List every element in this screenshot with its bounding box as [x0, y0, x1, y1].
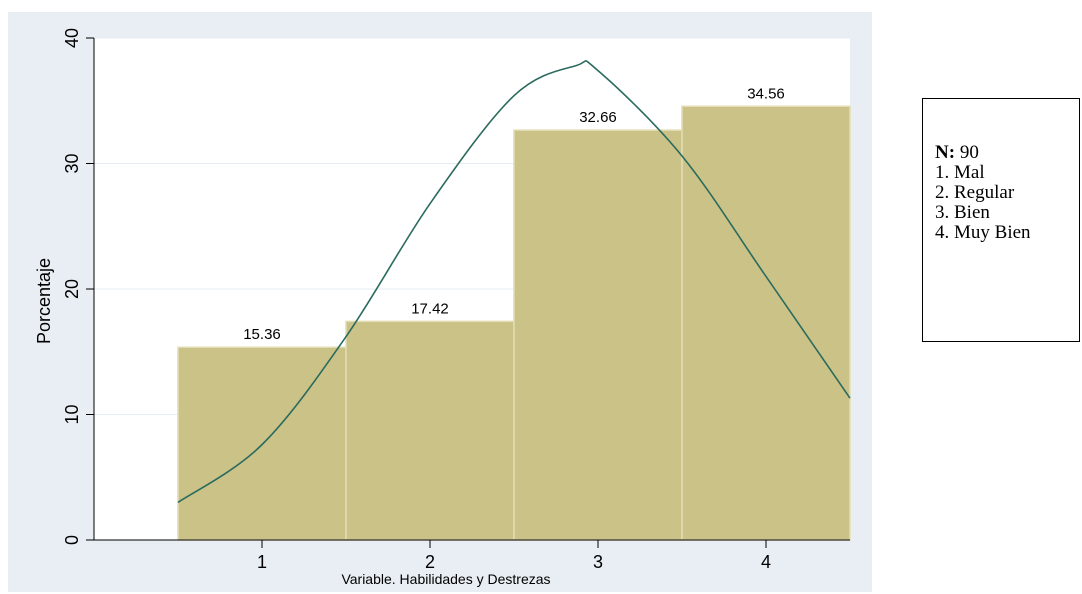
y-tick-label-30: 30: [62, 153, 82, 173]
x-axis-title: Variable. Habilidades y Destrezas: [341, 571, 550, 587]
y-tick-label-0: 0: [62, 535, 82, 545]
bar-4: [681, 105, 851, 541]
legend-item-4: 4. Muy Bien: [935, 222, 1031, 243]
y-axis-title: Porcentaje: [34, 258, 54, 344]
y-tick-label-20: 20: [62, 279, 82, 299]
data-label-2: 17.42: [411, 300, 449, 317]
chart-svg: 0 10 20 30 40 15.36 17.42 32.66 34.56 1 2 3 4 Variabl…: [8, 12, 872, 592]
normal-curve: [177, 60, 851, 504]
sample-size-label: N:: [935, 142, 956, 163]
y-tick-label-10: 10: [62, 404, 82, 424]
legend-box: N: 90 1. Mal 2. Regular 3. Bien 4. Muy B…: [922, 98, 1080, 342]
sample-size: N: 90: [935, 143, 1079, 163]
legend-item-1: 1. Mal: [935, 162, 985, 183]
x-tick-label-2: 2: [425, 552, 435, 572]
histogram-chart: 0 10 20 30 40 15.36 17.42 32.66 34.56 1 2 3 4 Variabl…: [8, 12, 872, 592]
y-tick-label-40: 40: [62, 28, 82, 48]
x-tick-label-4: 4: [761, 552, 771, 572]
bar-3: [513, 129, 683, 541]
x-tick-label-3: 3: [593, 552, 603, 572]
bar-2: [345, 320, 515, 541]
legend-item-2: 2. Regular: [935, 182, 1015, 203]
data-label-4: 34.56: [747, 85, 785, 102]
legend-item-3: 3. Bien: [935, 202, 990, 223]
sample-size-value: 90: [959, 142, 979, 163]
data-label-1: 15.36: [243, 326, 281, 343]
data-label-3: 32.66: [579, 109, 617, 126]
x-tick-label-1: 1: [257, 552, 267, 572]
